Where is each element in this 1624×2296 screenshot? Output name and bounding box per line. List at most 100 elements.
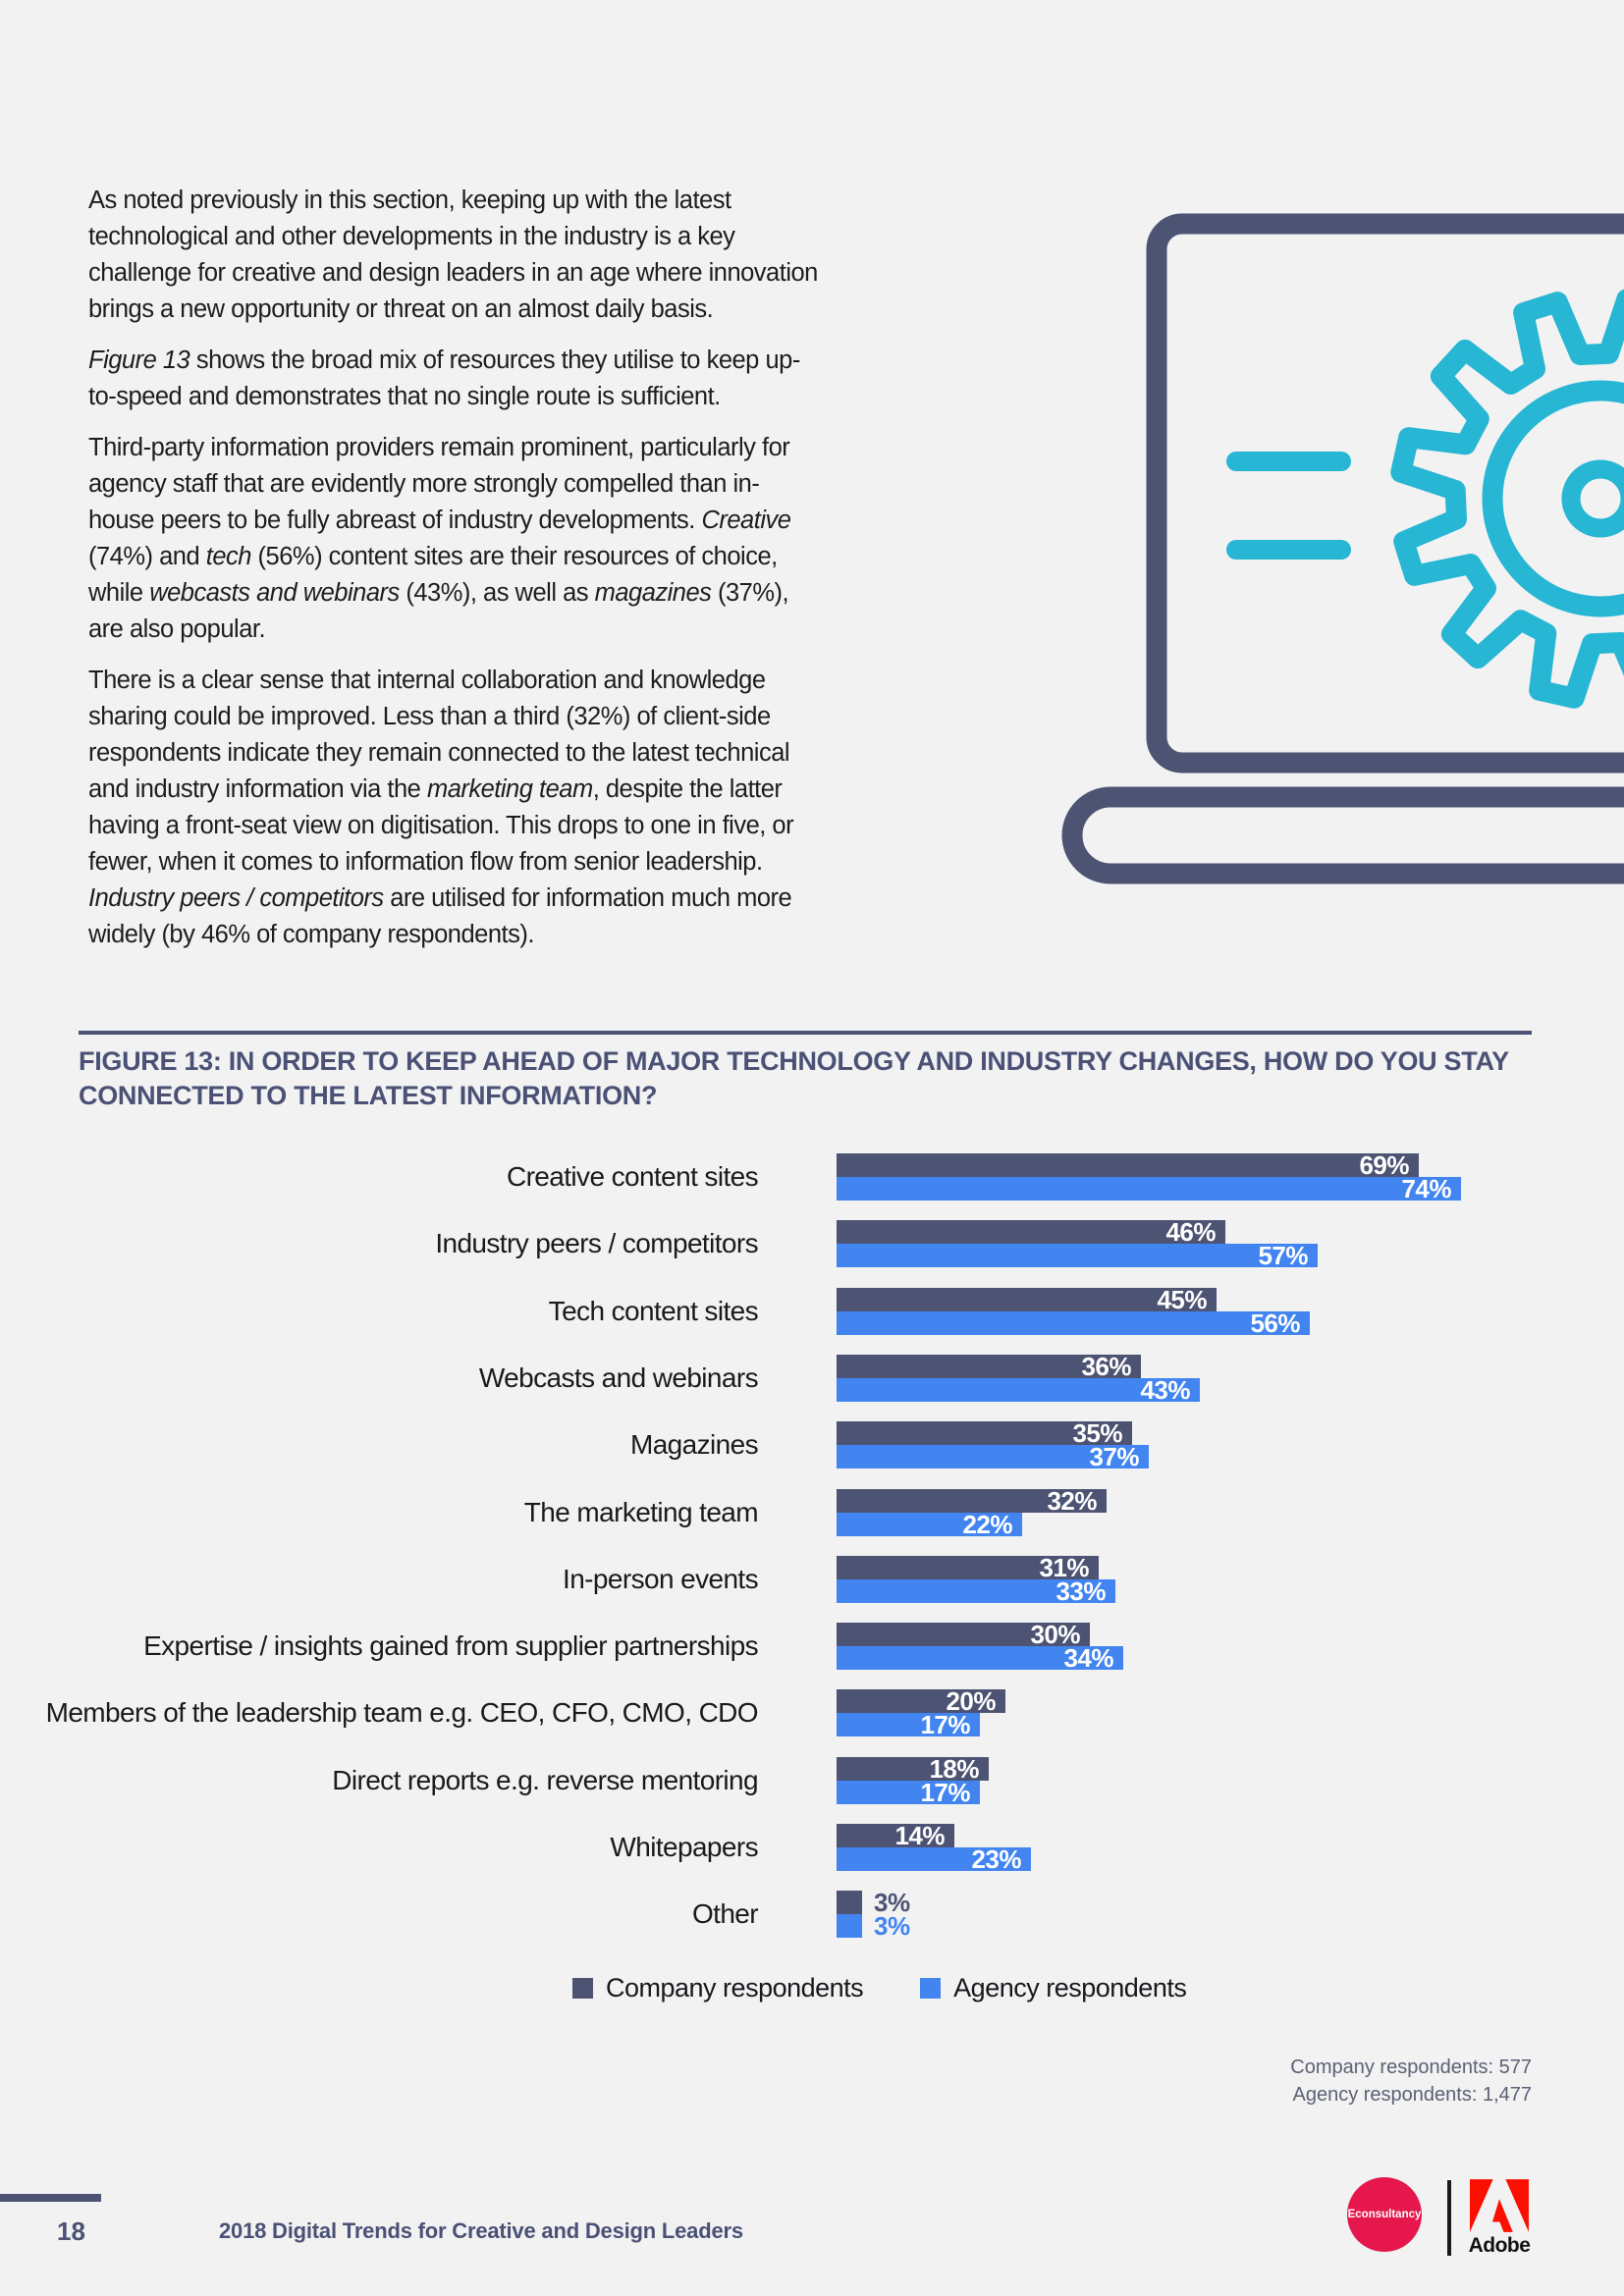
- chart-row: Members of the leadership team e.g. CEO,…: [46, 1686, 1597, 1740]
- category-label: Direct reports e.g. reverse mentoring: [332, 1764, 758, 1795]
- company-bar: [837, 1555, 1099, 1579]
- value-label: 23%: [971, 1844, 1021, 1874]
- company-bar: [837, 1421, 1132, 1446]
- chart-row: Creative content sites 69% 74%: [65, 1150, 1597, 1203]
- value-label: 17%: [920, 1777, 970, 1807]
- value-label: 34%: [1063, 1643, 1113, 1674]
- company-bar: [837, 1824, 954, 1847]
- footer-logo-divider: [1447, 2180, 1451, 2256]
- intro-paragraph-1: As noted previously in this section, kee…: [88, 187, 818, 323]
- agency-bar: [837, 1244, 1318, 1268]
- text-lines-icon: [1226, 452, 1351, 560]
- value-label: 35%: [1072, 1418, 1122, 1449]
- value-label: 57%: [1258, 1241, 1308, 1271]
- value-label: 37%: [1089, 1442, 1139, 1472]
- category-label: Webcasts and webinars: [478, 1362, 759, 1393]
- agency-bar: [837, 1646, 1123, 1671]
- company-bar: [837, 1153, 1419, 1177]
- agency-bar: [837, 1310, 1310, 1335]
- legend-label: Agency respondents: [953, 1973, 1187, 2002]
- agency-bar: [837, 1177, 1461, 1201]
- footer-accent-bar: [0, 2194, 101, 2202]
- legend-swatch: [920, 1978, 942, 1999]
- value-label: 32%: [1047, 1485, 1097, 1516]
- company-bar: [837, 1756, 989, 1781]
- value-label: 31%: [1039, 1552, 1089, 1582]
- legend-label: Company respondents: [606, 1973, 864, 2002]
- value-label: 22%: [962, 1509, 1012, 1539]
- value-label: 36%: [1081, 1351, 1131, 1381]
- adobe-logo-icon: [1470, 2179, 1529, 2232]
- chart-row: Direct reports e.g. reverse mentoring 18%…: [65, 1753, 1597, 1807]
- company-bar: [837, 1488, 1107, 1513]
- gear-icon: [1390, 289, 1624, 709]
- value-label: 74%: [1401, 1174, 1451, 1203]
- category-label: Whitepapers: [610, 1832, 758, 1862]
- category-label: Magazines: [629, 1429, 759, 1461]
- agency-bar: [837, 1713, 980, 1737]
- category-label: Other: [691, 1898, 759, 1930]
- value-label: 45%: [1157, 1284, 1207, 1314]
- value-label: 30%: [1030, 1620, 1080, 1650]
- chart-row: Whitepapers 14% 23%: [65, 1821, 1597, 1874]
- agency-bar: [837, 1445, 1149, 1469]
- page-number: 18: [57, 2216, 85, 2246]
- intro-text: As noted previously in this section, kee…: [88, 183, 823, 968]
- value-label: 43%: [1140, 1374, 1190, 1405]
- laptop-base: [1061, 786, 1624, 884]
- value-label: 17%: [920, 1710, 970, 1740]
- legend-item: Company respondents: [572, 1973, 864, 2003]
- company-bar: [837, 1689, 1005, 1714]
- chart-row: Industry peers / competitors 46% 57%: [65, 1217, 1597, 1271]
- chart-footnotes: Company respondents: 577 Agency responde…: [1290, 2054, 1532, 2109]
- legend-item: Agency respondents: [920, 1973, 1187, 2003]
- footer-title: 2018 Digital Trends for Creative and Des…: [219, 2218, 743, 2243]
- agency-bar: [837, 1847, 1031, 1871]
- adobe-wordmark: Adobe: [1468, 2234, 1531, 2257]
- value-label: 14%: [894, 1821, 945, 1850]
- chart-row: Other 3% 3%: [65, 1888, 1597, 1939]
- category-label: In-person events: [563, 1563, 759, 1594]
- figure-rule: [79, 1031, 1532, 1035]
- agency-bar: [837, 1914, 862, 1939]
- agency-bar: [837, 1377, 1200, 1402]
- value-label: 69%: [1359, 1150, 1409, 1180]
- chart-row: In-person events 31% 33%: [65, 1552, 1597, 1606]
- chart-legend: Company respondents Agency respondents: [572, 1973, 1187, 2003]
- laptop-icon: [1061, 213, 1624, 884]
- category-label: Expertise / insights gained from supplie…: [143, 1630, 759, 1662]
- agency-bar: [837, 1780, 980, 1804]
- value-label: 18%: [929, 1753, 979, 1784]
- company-bar: [837, 1220, 1225, 1245]
- figure-title: FIGURE 13: IN ORDER TO KEEP AHEAD OF MAJ…: [79, 1046, 1509, 1110]
- footnote-company: Company respondents: 577: [1290, 2056, 1532, 2078]
- intro-paragraph-2: Figure 13 shows the broad mix of resourc…: [88, 347, 800, 410]
- chart: Creative content sites 69% 74% Industry pee…: [46, 1150, 1597, 1949]
- category-label: Creative content sites: [506, 1161, 759, 1192]
- value-label: 20%: [946, 1686, 996, 1717]
- value-label: 56%: [1250, 1308, 1300, 1338]
- company-bar: [837, 1354, 1141, 1378]
- category-label: Tech content sites: [548, 1295, 759, 1326]
- agency-bar: [837, 1578, 1115, 1603]
- econsultancy-logo: Econsultancy: [1347, 2177, 1422, 2252]
- laptop-screen: [1146, 213, 1624, 774]
- chart-row: Tech content sites 45% 56%: [65, 1284, 1597, 1338]
- company-bar: [837, 1623, 1090, 1647]
- value-label: 46%: [1165, 1217, 1216, 1248]
- agency-bar: [837, 1512, 1022, 1536]
- legend-swatch: [572, 1978, 593, 1999]
- chart-row: Expertise / insights gained from supplie…: [65, 1620, 1597, 1674]
- company-bar: [837, 1891, 862, 1915]
- category-label: Industry peers / competitors: [435, 1228, 758, 1259]
- chart-row: The marketing team 32% 22%: [65, 1485, 1597, 1539]
- intro-paragraph-3: Third-party information providers remain…: [88, 434, 791, 643]
- intro-paragraph-4: There is a clear sense that internal col…: [88, 667, 794, 948]
- category-label: The marketing team: [523, 1496, 759, 1527]
- value-label: 3%: [874, 1888, 910, 1918]
- footnote-agency: Agency respondents: 1,477: [1292, 2084, 1532, 2106]
- company-bar: [837, 1287, 1217, 1311]
- value-label: 33%: [1056, 1575, 1106, 1606]
- econsultancy-logo-label: Econsultancy: [1347, 2209, 1422, 2220]
